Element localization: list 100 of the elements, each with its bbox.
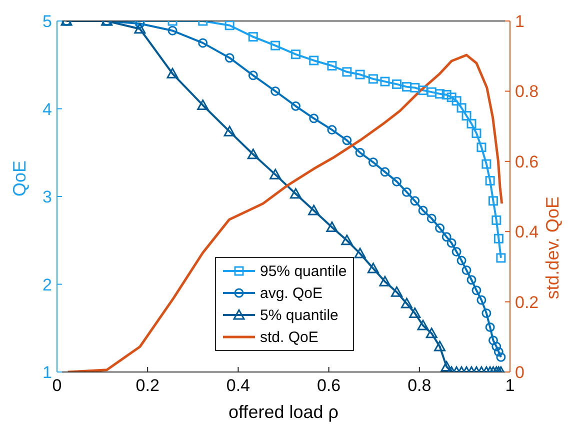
point <box>224 126 236 136</box>
point <box>434 340 446 352</box>
y2-tick-label: 0.8 <box>515 82 539 102</box>
point <box>485 176 495 186</box>
point <box>488 336 498 346</box>
y-tick-label: 1 <box>42 363 52 382</box>
point <box>290 101 300 111</box>
point <box>496 352 506 362</box>
point <box>290 188 302 199</box>
point <box>380 76 390 86</box>
legend-label: std. QoE <box>260 328 318 346</box>
point <box>135 21 145 28</box>
point <box>426 328 438 338</box>
point <box>452 96 462 106</box>
point <box>488 196 498 206</box>
point <box>476 142 486 152</box>
point <box>435 223 445 233</box>
point <box>466 275 476 285</box>
point <box>368 158 378 168</box>
point <box>248 32 258 42</box>
legend-label: 5% quantile <box>260 306 338 324</box>
y2-axis-title: std.dev. QoE <box>542 196 562 300</box>
point <box>224 53 234 63</box>
point <box>426 214 436 224</box>
point <box>410 82 420 92</box>
point <box>402 82 412 92</box>
point <box>452 247 462 257</box>
x-tick-label: 0.8 <box>408 376 432 396</box>
point <box>326 221 338 232</box>
point <box>418 86 428 96</box>
point <box>442 232 452 242</box>
point <box>410 196 420 206</box>
x-tick-label: 0.4 <box>226 376 250 396</box>
point <box>355 148 365 158</box>
point <box>472 286 482 296</box>
x-axis-title: offered load ρ <box>228 402 338 422</box>
point <box>482 159 492 169</box>
legend-label: 95% quantile <box>260 262 347 280</box>
point <box>446 92 456 102</box>
point <box>435 89 445 99</box>
point <box>402 187 412 197</box>
point <box>476 295 486 305</box>
point <box>308 204 320 216</box>
point <box>168 26 178 36</box>
point <box>472 128 482 138</box>
point <box>426 87 436 97</box>
point <box>442 90 452 100</box>
y2-tick-label: 0.2 <box>515 292 539 312</box>
point <box>492 342 502 352</box>
point <box>496 253 506 263</box>
point <box>466 118 476 128</box>
y-tick-label: 4 <box>42 100 52 119</box>
point <box>367 262 379 274</box>
point <box>417 320 429 330</box>
point <box>379 276 391 286</box>
point <box>270 86 280 96</box>
y2-tick-label: 1 <box>515 12 524 32</box>
point <box>327 125 337 135</box>
point <box>392 176 402 186</box>
point <box>134 23 146 34</box>
point <box>355 70 365 80</box>
y-tick-label: 2 <box>42 275 52 294</box>
y2-tick-label: 0.6 <box>515 152 539 172</box>
point <box>380 167 390 177</box>
point <box>290 50 300 60</box>
point <box>341 234 353 246</box>
point <box>456 103 466 113</box>
point <box>224 21 234 30</box>
point <box>270 40 280 50</box>
point <box>482 308 492 318</box>
point <box>342 67 352 77</box>
point <box>440 360 452 372</box>
point <box>462 111 472 121</box>
point <box>391 286 402 297</box>
point <box>309 56 319 66</box>
point <box>409 307 421 318</box>
x-tick-label: 0.6 <box>316 376 341 396</box>
point <box>166 68 178 78</box>
point <box>400 298 412 308</box>
point <box>197 99 209 110</box>
y-tick-label: 3 <box>42 188 52 207</box>
point <box>492 215 502 225</box>
x-tick-label: 0 <box>52 376 62 396</box>
point <box>494 234 504 244</box>
point <box>418 206 428 216</box>
point <box>494 347 504 357</box>
point <box>462 265 472 275</box>
point <box>342 136 352 146</box>
point <box>456 256 466 266</box>
x-tick-label: 0.2 <box>136 376 160 396</box>
y2-tick-label: 0.4 <box>515 222 539 242</box>
point <box>368 74 378 84</box>
point <box>198 38 208 48</box>
point <box>392 79 402 89</box>
point <box>247 148 259 160</box>
point <box>248 70 258 80</box>
y-tick-label: 5 <box>42 12 52 32</box>
legend-label: avg. QoE <box>260 284 323 302</box>
x-tick-label: 1 <box>505 376 515 396</box>
point <box>270 168 282 180</box>
